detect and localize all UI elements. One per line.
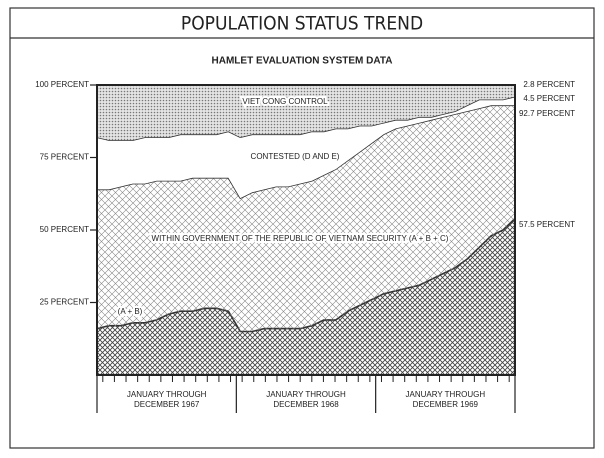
y-tick-label: 100 PERCENT bbox=[35, 80, 89, 89]
group-label: DECEMBER 1968 bbox=[273, 400, 339, 409]
y-tick-label: 25 PERCENT bbox=[40, 298, 89, 307]
group-label: DECEMBER 1967 bbox=[134, 400, 200, 409]
y-tick-label: 50 PERCENT bbox=[40, 225, 89, 234]
annotation: 92.7 PERCENT bbox=[519, 109, 575, 118]
group-label: JANUARY THROUGH bbox=[406, 390, 486, 399]
annotation: 2.8 PERCENT bbox=[523, 80, 575, 89]
region-label: CONTESTED (D AND E) bbox=[251, 152, 340, 161]
y-tick-label: 75 PERCENT bbox=[40, 153, 89, 162]
chart-title: POPULATION STATUS TREND bbox=[181, 13, 423, 35]
area bbox=[97, 96, 515, 199]
region-label: (A + B) bbox=[118, 307, 143, 316]
area bbox=[97, 105, 515, 332]
region-label: WITHIN GOVERNMENT OF THE REPUBLIC OF VIE… bbox=[152, 234, 449, 243]
outer-frame bbox=[9, 7, 595, 449]
annotation: 4.5 PERCENT bbox=[523, 94, 575, 103]
group-label: DECEMBER 1969 bbox=[413, 400, 479, 409]
group-label: JANUARY THROUGH bbox=[127, 390, 207, 399]
annotation: 57.5 PERCENT bbox=[519, 220, 575, 229]
area bbox=[97, 85, 515, 141]
region-label: VIET CONG CONTROL bbox=[242, 97, 328, 106]
chart-subtitle: HAMLET EVALUATION SYSTEM DATA bbox=[212, 56, 393, 67]
group-label: JANUARY THROUGH bbox=[266, 390, 346, 399]
area bbox=[97, 218, 515, 375]
